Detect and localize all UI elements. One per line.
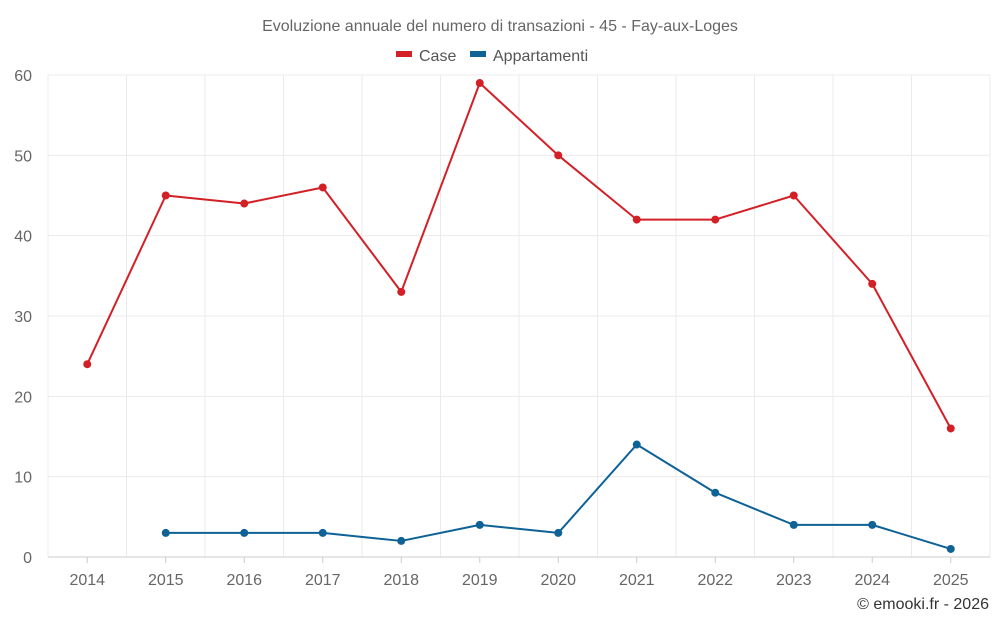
legend-label-appartamenti: Appartamenti [493,48,588,65]
data-point-appartamenti [789,520,798,529]
data-point-case [161,191,170,200]
data-point-appartamenti [475,520,484,529]
legend-swatch-case [396,51,412,57]
legend-item-appartamenti[interactable]: Appartamenti [470,48,588,65]
grid [47,74,991,558]
data-point-appartamenti [632,440,641,449]
data-point-case [240,199,249,208]
x-tick-label: 2018 [383,572,419,589]
y-axis: 0 10 20 30 40 50 60 [14,68,32,567]
data-point-case [632,215,641,224]
data-point-case [711,215,720,224]
x-tick-label: 2015 [148,572,184,589]
data-point-case [868,279,877,288]
y-tick-label: 30 [14,309,32,326]
y-tick-label: 60 [14,68,32,85]
x-tick-label: 2025 [933,572,969,589]
x-tick-label: 2019 [462,572,498,589]
data-point-appartamenti [554,528,563,537]
data-point-appartamenti [946,544,955,553]
x-tick-label: 2016 [226,572,262,589]
x-tick-label: 2017 [305,572,341,589]
x-tick-label: 2014 [69,572,105,589]
series-layer [83,79,955,553]
y-tick-label: 10 [14,470,32,487]
data-point-case [318,183,327,192]
series-line-case [86,82,952,429]
legend: Case Appartamenti [396,48,588,65]
data-point-appartamenti [868,520,877,529]
y-tick-label: 20 [14,389,32,406]
data-point-appartamenti [240,528,249,537]
credit-text: © emooki.fr - 2026 [857,596,989,613]
y-tick-label: 0 [23,550,32,567]
x-axis: 2014 2015 2016 2017 2018 2019 2020 2021 2022 2023… [48,556,990,589]
x-tick-label: 2022 [697,572,733,589]
data-point-case [397,287,406,296]
data-point-appartamenti [161,528,170,537]
legend-swatch-appartamenti [470,51,486,57]
chart-title: Evoluzione annuale del numero di transaz… [262,18,738,35]
x-tick-label: 2024 [854,572,890,589]
x-tick-label: 2023 [776,572,812,589]
y-tick-label: 50 [14,148,32,165]
legend-item-case[interactable]: Case [396,48,456,65]
data-point-appartamenti [711,488,720,497]
x-tick-label: 2020 [540,572,576,589]
data-point-appartamenti [397,536,406,545]
data-point-case [475,79,484,88]
data-point-appartamenti [318,528,327,537]
y-tick-label: 40 [14,229,32,246]
data-point-case [946,424,955,433]
x-tick-label: 2021 [619,572,655,589]
legend-label-case: Case [419,48,456,65]
data-point-case [789,191,798,200]
data-point-case [554,151,563,160]
data-point-case [83,360,92,369]
